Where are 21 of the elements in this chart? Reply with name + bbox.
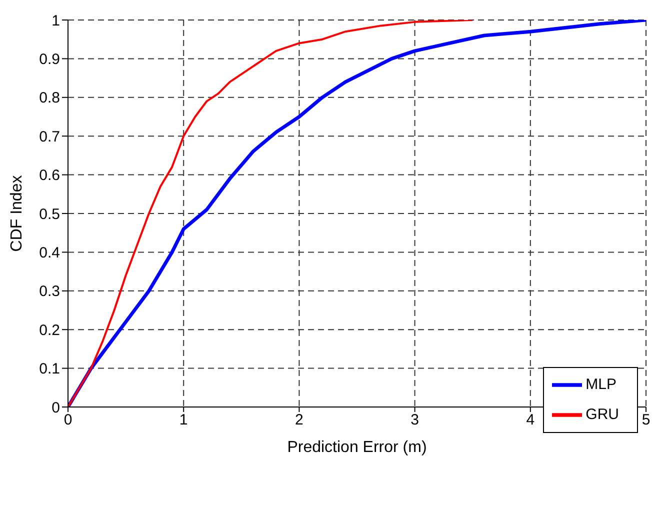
x-tick-label: 5: [642, 412, 650, 429]
x-tick-label: 0: [64, 412, 72, 429]
y-tick-label: 0.9: [39, 51, 60, 68]
y-tick-label: 0.1: [39, 360, 60, 378]
x-axis-title: Prediction Error (m): [287, 439, 427, 456]
y-tick-label: 1: [52, 12, 60, 30]
x-tick-label: 2: [295, 412, 304, 429]
y-tick-label: 0.7: [39, 128, 60, 146]
y-tick-label: 0.8: [39, 90, 60, 107]
x-tick-label: 4: [526, 412, 535, 429]
y-tick-label: 0.4: [39, 244, 60, 262]
legend-label: GRU: [586, 406, 619, 423]
y-tick-label: 0.2: [39, 322, 60, 339]
x-tick-label: 3: [410, 412, 419, 429]
y-tick-label: 0.3: [39, 283, 60, 300]
y-tick-label: 0.5: [39, 206, 60, 223]
y-tick-label: 0: [52, 399, 60, 416]
legend-label: MLP: [586, 376, 616, 393]
y-axis-title: CDF Index: [8, 175, 26, 252]
y-tick-label: 0.6: [39, 167, 60, 184]
x-tick-label: 1: [179, 412, 188, 429]
